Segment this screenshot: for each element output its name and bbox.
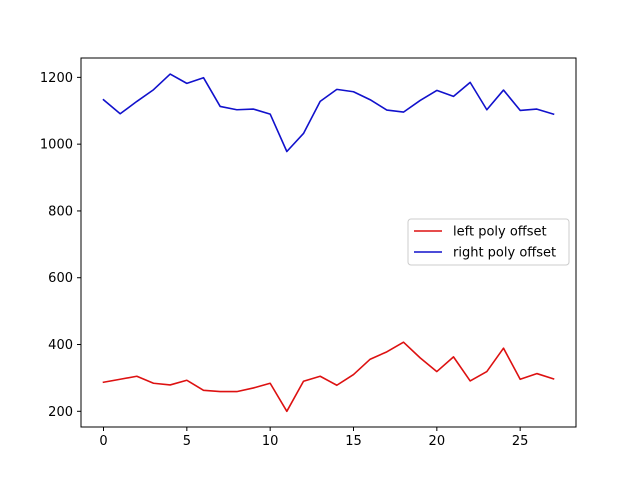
series-line-1 (102, 341, 555, 413)
y-tick-label: 1200 (40, 71, 73, 86)
legend: left poly offset right poly offset (407, 218, 570, 266)
x-tick-label: 20 (429, 434, 446, 449)
x-axis: 0 5 10 15 20 25 (99, 427, 528, 449)
y-axis: 200 400 600 800 1000 1200 (40, 71, 81, 420)
y-tick-label: 600 (48, 271, 73, 286)
series-line-2 (102, 73, 555, 153)
x-tick-label: 0 (99, 434, 107, 449)
y-tick-label: 400 (48, 338, 73, 353)
x-tick-label: 10 (262, 434, 279, 449)
series-layer (102, 73, 555, 413)
x-tick-label: 5 (183, 434, 191, 449)
x-tick-label: 15 (345, 434, 362, 449)
legend-label-2: right poly offset (453, 246, 556, 261)
legend-label-1: left poly offset (453, 225, 547, 240)
legend-box (407, 218, 570, 266)
y-tick-label: 800 (48, 204, 73, 219)
y-tick-label: 200 (48, 405, 73, 420)
y-tick-label: 1000 (40, 138, 73, 153)
x-tick-label: 25 (512, 434, 529, 449)
